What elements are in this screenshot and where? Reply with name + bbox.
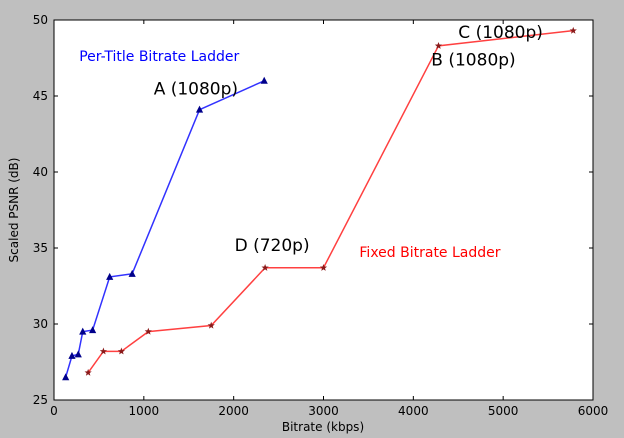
x-tick-label: 0 xyxy=(50,404,58,418)
data-point-fixed-ladder xyxy=(144,327,152,335)
data-point-per-title-ladder xyxy=(62,373,70,381)
y-tick-label: 40 xyxy=(33,165,48,179)
y-tick-label: 45 xyxy=(33,89,48,103)
data-point-per-title-ladder xyxy=(89,326,97,334)
data-point-fixed-ladder xyxy=(207,321,215,329)
data-point-per-title-ladder xyxy=(195,105,204,113)
x-axis-label: Bitrate (kbps) xyxy=(282,420,364,434)
data-point-per-title-ladder xyxy=(79,327,87,335)
data-point-per-title-ladder xyxy=(68,351,76,359)
annotation-per-title: Per-Title Bitrate Ladder xyxy=(79,49,239,65)
data-point-fixed-ladder xyxy=(99,347,108,355)
data-point-fixed-ladder xyxy=(84,368,92,376)
data-point-per-title-ladder xyxy=(106,272,114,280)
data-point-fixed-ladder xyxy=(434,42,443,49)
data-point-fixed-ladder xyxy=(569,26,577,34)
annotation-fixed: Fixed Bitrate Ladder xyxy=(359,245,500,261)
x-tick-label: 1000 xyxy=(129,404,160,418)
data-point-fixed-ladder xyxy=(319,263,328,271)
y-tick-label: 35 xyxy=(33,241,48,255)
annotation-layer: Per-Title Bitrate Ladder Fixed Bitrate La… xyxy=(79,23,543,261)
x-tick-label: 2000 xyxy=(218,404,249,418)
data-point-per-title-ladder xyxy=(74,350,82,358)
plot-area xyxy=(53,19,594,401)
y-axis-ticks: 25 30 35 40 45 50 xyxy=(33,13,593,407)
annotation-c: C (1080p) xyxy=(458,23,543,43)
series-layer xyxy=(62,26,577,381)
x-tick-label: 3000 xyxy=(308,404,339,418)
y-tick-label: 50 xyxy=(33,13,48,27)
annotation-a: A (1080p) xyxy=(154,80,238,100)
y-tick-label: 30 xyxy=(33,317,48,331)
annotation-d: D (720p) xyxy=(235,236,310,256)
annotation-b: B (1080p) xyxy=(431,51,515,71)
x-axis-ticks: 0 1000 2000 3000 4000 5000 6000 xyxy=(50,20,608,418)
series-per-title-ladder xyxy=(62,76,268,381)
x-tick-label: 5000 xyxy=(488,404,519,418)
y-tick-label: 25 xyxy=(33,393,48,407)
y-axis-label: Scaled PSNR (dB) xyxy=(7,158,21,263)
x-tick-label: 4000 xyxy=(398,404,429,418)
data-point-per-title-ladder xyxy=(260,76,268,84)
data-point-fixed-ladder xyxy=(261,263,269,271)
data-point-per-title-ladder xyxy=(128,269,136,277)
data-point-fixed-ladder xyxy=(117,347,125,355)
series-fixed-ladder xyxy=(84,26,577,376)
x-tick-label: 6000 xyxy=(578,404,609,418)
